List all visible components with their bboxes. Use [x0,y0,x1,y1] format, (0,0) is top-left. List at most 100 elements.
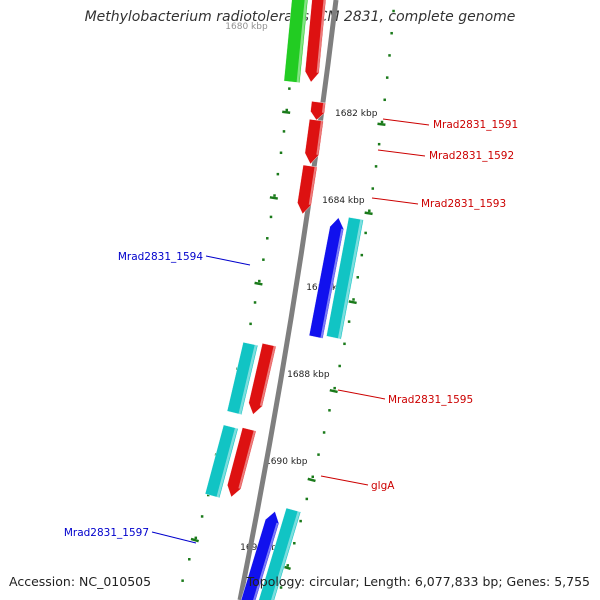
scale-dot [317,453,320,456]
gene-arrow-glga-shade [238,430,256,489]
gene-labels: Mrad2831_1591 Mrad2831_1592 Mrad2831_1593 M… [64,118,518,544]
scale-dot [380,120,384,124]
gene-arrow-glga[interactable] [227,427,257,498]
scale-dot [266,237,269,240]
scale-dot [388,54,391,57]
accession-text: Accession: NC_010505 [9,574,152,589]
gene-arrow-mrad2831-1595[interactable] [248,343,277,415]
kbp-tick [254,281,263,286]
scale-dot [200,515,204,518]
scale-dot [390,31,393,35]
gene-arrow-mrad2831-1595-shade [259,345,276,406]
scale-dot [194,536,198,540]
scale-dot [258,279,261,283]
gene-arrow-mrad2831-1593-shade [308,166,317,205]
rna-block-mrad2831-1595[interactable] [226,341,259,415]
rna-block-mrad2831-1595-shade [238,344,258,415]
kbp-label: 1682 kbp [335,109,378,119]
scale-dot [311,475,314,479]
kbp-tick [190,537,199,543]
scale-dot [253,301,257,304]
scale-dot [352,298,355,301]
scale-dot [276,172,280,176]
gene-arrow-mrad2831-1591-shade [321,102,326,113]
scale-dot [377,142,381,146]
gene-label: Mrad2831_1593 [421,198,506,210]
label-leader [320,475,369,486]
scale-dot [285,108,289,112]
scale-dot [383,98,386,102]
scale-dot [333,386,336,390]
scale-dot [305,497,309,501]
scale-dot [188,558,191,561]
kbp-tick [269,196,278,200]
gene-label: Mrad2831_1594 [118,251,203,263]
scale-dot [328,409,331,412]
gene-label: Mrad2831_1592 [429,150,514,162]
rna-block-mrad2831-1594-shade [337,219,363,339]
scale-dot [338,364,341,368]
scale-dot [286,564,290,567]
label-leader [371,197,419,205]
scale-dot [293,541,296,545]
gene-arrow-mrad2831-1591[interactable] [310,101,326,121]
gene-arrow-mrad2831-1597-shade [253,522,279,600]
kbp-tick [329,388,338,394]
scale-dot [343,342,346,346]
label-leader [205,255,251,266]
kbp-tick [307,477,316,483]
scale-dot [279,586,283,589]
gene-label: Mrad2831_1595 [388,394,473,406]
rna-block-glga[interactable] [204,424,239,499]
scale-dot [385,76,389,79]
feature-track[interactable] [204,0,364,600]
gene-label: glgA [371,480,395,492]
scale-dot [262,258,265,261]
kbp-tick [348,300,357,305]
gene-arrow-mrad2831-1594[interactable] [308,217,344,339]
scale-dot [360,253,364,257]
label-leader [377,149,426,157]
kbp-tick [282,110,291,114]
scale-dot [206,493,210,497]
scale-dot [299,519,302,523]
scale-dot [288,87,291,90]
kbp-label: 1684 kbp [322,196,365,206]
scale-dot [356,276,360,279]
rna-block-mrad2831-1597[interactable] [255,507,302,600]
label-leader [382,118,430,126]
gene-label: Mrad2831_1597 [64,527,149,539]
scale-dot [181,579,184,582]
gene-label: Mrad2831_1591 [433,119,518,131]
kbp-label-partial: 1680 kbp [225,22,268,32]
kbp-label: 1690 kbp [265,457,308,467]
scale-dot [279,151,283,155]
gene-arrow-mrad2831-1592-shade [316,120,323,155]
scale-dot [282,130,286,133]
scale-dot [322,431,326,434]
gene-arrow-upstream[interactable] [304,0,327,83]
gene-arrow-upstream-shade [316,0,326,73]
gene-arrow-mrad2831-1592[interactable] [304,118,324,165]
rna-block-mrad2831-1594[interactable] [326,217,364,340]
scale-dot [347,320,351,323]
scale-dot [273,194,276,197]
scale-dot [269,215,273,219]
gene-arrow-mrad2831-1597[interactable] [239,511,280,600]
rna-block-glga-shade [216,427,238,498]
scale-dot [392,9,395,13]
gene-arrow-mrad2831-1593[interactable] [297,164,318,215]
label-leader [337,389,386,400]
rna-block-mrad2831-1597-shade [271,511,301,600]
label-leader [151,531,197,544]
scale-dot [374,165,378,168]
scale-dot [371,187,375,190]
gene-arrow-mrad2831-1594-shade [320,228,344,339]
kbp-tick [364,211,373,216]
rna-block-upstream[interactable] [283,0,309,84]
kbp-tick [377,122,386,127]
kbp-label: 1688 kbp [287,370,330,380]
topology-text: Topology: circular; Length: 6,077,833 bp… [246,574,590,589]
rna-block-upstream-shade [296,0,308,83]
